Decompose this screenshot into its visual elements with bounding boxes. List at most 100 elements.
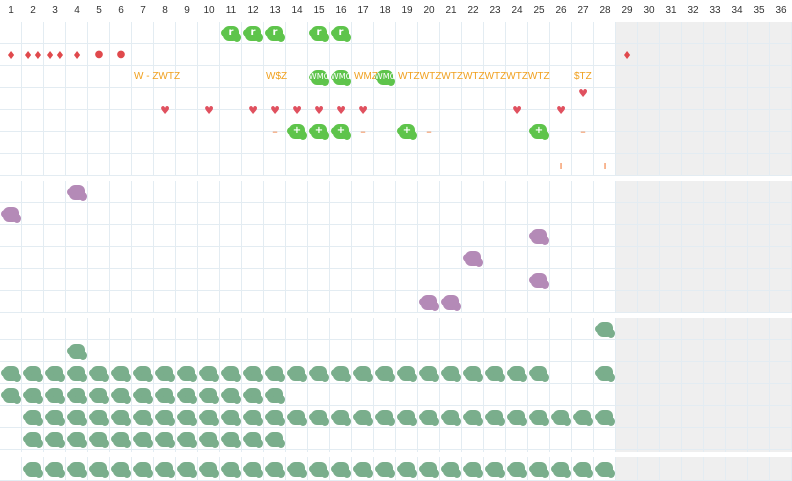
event-chip[interactable] <box>177 409 197 426</box>
event-chip[interactable]: r <box>265 25 285 42</box>
event-marker-icon[interactable]: – <box>580 124 586 138</box>
day-header-cell[interactable]: 9 <box>184 5 190 16</box>
event-chip[interactable] <box>199 431 219 448</box>
event-chip[interactable] <box>419 365 439 382</box>
event-code-text[interactable]: WMZ <box>354 71 378 82</box>
event-chip[interactable]: WMC <box>375 69 395 86</box>
day-header-cell[interactable]: 34 <box>731 5 743 16</box>
event-marker-icon[interactable]: – <box>272 124 278 138</box>
event-marker-icon[interactable]: ♥ <box>314 103 324 117</box>
event-chip[interactable] <box>1 365 21 382</box>
day-header-cell[interactable]: 12 <box>247 5 259 16</box>
event-chip[interactable]: r <box>331 25 351 42</box>
event-chip[interactable] <box>529 461 549 478</box>
event-marker-icon[interactable]: ♥ <box>270 103 280 117</box>
event-chip[interactable] <box>419 294 439 311</box>
event-chip[interactable] <box>551 409 571 426</box>
day-header-cell[interactable]: 35 <box>753 5 765 16</box>
event-chip[interactable] <box>23 409 43 426</box>
event-chip[interactable]: + <box>287 123 307 140</box>
event-chip[interactable] <box>551 461 571 478</box>
event-chip[interactable] <box>243 461 263 478</box>
event-chip[interactable] <box>441 409 461 426</box>
event-code-text[interactable]: WTZWTZWTZWTZWTZWTZWTZ <box>398 71 550 82</box>
event-chip[interactable] <box>529 272 549 289</box>
event-chip[interactable] <box>309 461 329 478</box>
event-chip[interactable] <box>133 461 153 478</box>
event-marker-icon[interactable]: ♥ <box>204 103 214 117</box>
event-chip[interactable] <box>67 387 87 404</box>
event-chip[interactable] <box>199 409 219 426</box>
event-chip[interactable] <box>177 461 197 478</box>
event-chip[interactable] <box>89 431 109 448</box>
event-chip[interactable] <box>45 387 65 404</box>
event-chip[interactable] <box>199 461 219 478</box>
event-marker-icon[interactable]: ı <box>559 158 563 172</box>
event-chip[interactable] <box>243 431 263 448</box>
event-chip[interactable] <box>111 431 131 448</box>
day-header-cell[interactable]: 7 <box>140 5 146 16</box>
event-marker-icon[interactable]: ı <box>603 158 607 172</box>
day-header-cell[interactable]: 36 <box>775 5 787 16</box>
event-chip[interactable] <box>507 461 527 478</box>
event-chip[interactable] <box>155 431 175 448</box>
event-chip[interactable] <box>67 343 87 360</box>
event-chip[interactable] <box>155 461 175 478</box>
event-chip[interactable] <box>221 461 241 478</box>
event-chip[interactable] <box>331 365 351 382</box>
day-header-cell[interactable]: 31 <box>665 5 677 16</box>
event-chip[interactable] <box>507 409 527 426</box>
event-chip[interactable] <box>463 365 483 382</box>
event-code-text[interactable]: $TZ <box>574 71 592 82</box>
day-header-cell[interactable]: 30 <box>643 5 655 16</box>
event-chip[interactable] <box>177 431 197 448</box>
event-chip[interactable]: + <box>397 123 417 140</box>
event-chip[interactable]: + <box>331 123 351 140</box>
day-header-cell[interactable]: 14 <box>291 5 303 16</box>
event-chip[interactable] <box>67 461 87 478</box>
event-chip[interactable] <box>485 461 505 478</box>
day-header-cell[interactable]: 33 <box>709 5 721 16</box>
day-header-cell[interactable]: 22 <box>467 5 479 16</box>
event-chip[interactable] <box>441 365 461 382</box>
event-marker-icon[interactable]: ♥ <box>556 103 566 117</box>
event-chip[interactable] <box>529 409 549 426</box>
day-header-cell[interactable]: 28 <box>599 5 611 16</box>
event-marker-icon[interactable]: ♥ <box>578 86 588 100</box>
event-chip[interactable] <box>485 365 505 382</box>
day-header-cell[interactable]: 10 <box>203 5 215 16</box>
event-chip[interactable] <box>111 365 131 382</box>
event-chip[interactable] <box>45 461 65 478</box>
event-chip[interactable] <box>441 461 461 478</box>
event-chip[interactable] <box>375 461 395 478</box>
event-chip[interactable] <box>331 461 351 478</box>
day-header-cell[interactable]: 3 <box>52 5 58 16</box>
event-chip[interactable] <box>133 431 153 448</box>
event-chip[interactable] <box>419 409 439 426</box>
event-chip[interactable] <box>155 409 175 426</box>
event-chip[interactable] <box>353 461 373 478</box>
event-chip[interactable] <box>89 387 109 404</box>
event-chip[interactable] <box>529 228 549 245</box>
day-header-cell[interactable]: 5 <box>96 5 102 16</box>
day-header-cell[interactable]: 6 <box>118 5 124 16</box>
event-chip[interactable] <box>595 409 615 426</box>
event-marker-icon[interactable]: ● <box>94 49 104 60</box>
event-chip[interactable] <box>111 387 131 404</box>
event-chip[interactable] <box>331 409 351 426</box>
event-chip[interactable] <box>419 461 439 478</box>
event-chip[interactable] <box>67 409 87 426</box>
event-marker-icon[interactable]: ♦♦ <box>45 48 65 62</box>
event-chip[interactable] <box>111 461 131 478</box>
event-marker-icon[interactable]: ♥ <box>512 103 522 117</box>
event-chip[interactable] <box>23 461 43 478</box>
day-header-cell[interactable]: 32 <box>687 5 699 16</box>
event-chip[interactable] <box>221 365 241 382</box>
day-header-cell[interactable]: 16 <box>335 5 347 16</box>
event-chip[interactable] <box>463 250 483 267</box>
event-chip[interactable] <box>221 431 241 448</box>
event-chip[interactable]: WMC <box>309 69 329 86</box>
event-chip[interactable] <box>309 409 329 426</box>
event-marker-icon[interactable]: ♥ <box>336 103 346 117</box>
event-chip[interactable] <box>155 387 175 404</box>
